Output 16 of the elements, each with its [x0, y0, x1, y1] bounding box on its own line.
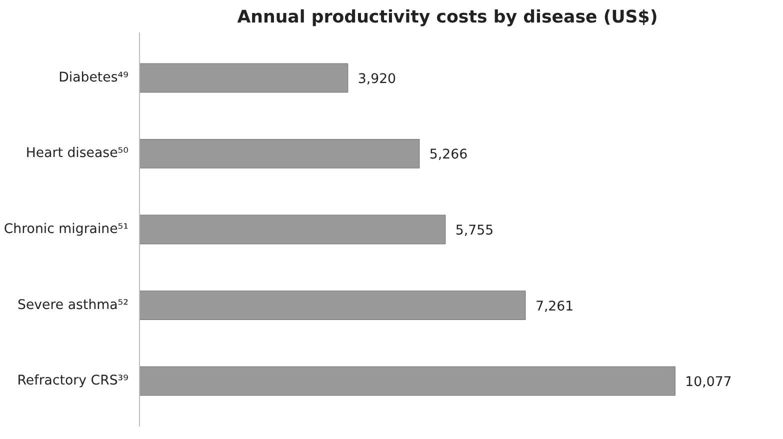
bar — [140, 63, 348, 93]
y-tick-label: Diabetes⁴⁹ — [58, 70, 129, 86]
chart-title: Annual productivity costs by disease (US$) — [237, 8, 658, 28]
y-tick-label: Severe asthma⁵² — [18, 298, 129, 313]
data-label: 5,266 — [429, 148, 468, 163]
bar — [140, 366, 676, 396]
data-label: 3,920 — [358, 72, 396, 87]
y-tick-label: Heart disease⁵⁰ — [26, 146, 129, 162]
bar — [140, 214, 446, 244]
data-label: 7,261 — [535, 299, 574, 314]
y-tick-label: Chronic migraine⁵¹ — [4, 222, 128, 237]
data-label: 10,077 — [685, 375, 732, 390]
y-tick-label: Refractory CRS³⁹ — [17, 374, 129, 389]
bar — [140, 290, 526, 320]
data-label: 5,755 — [455, 224, 494, 238]
bar — [140, 139, 420, 168]
